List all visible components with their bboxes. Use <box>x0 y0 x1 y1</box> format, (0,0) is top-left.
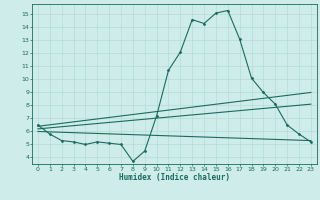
X-axis label: Humidex (Indice chaleur): Humidex (Indice chaleur) <box>119 173 230 182</box>
